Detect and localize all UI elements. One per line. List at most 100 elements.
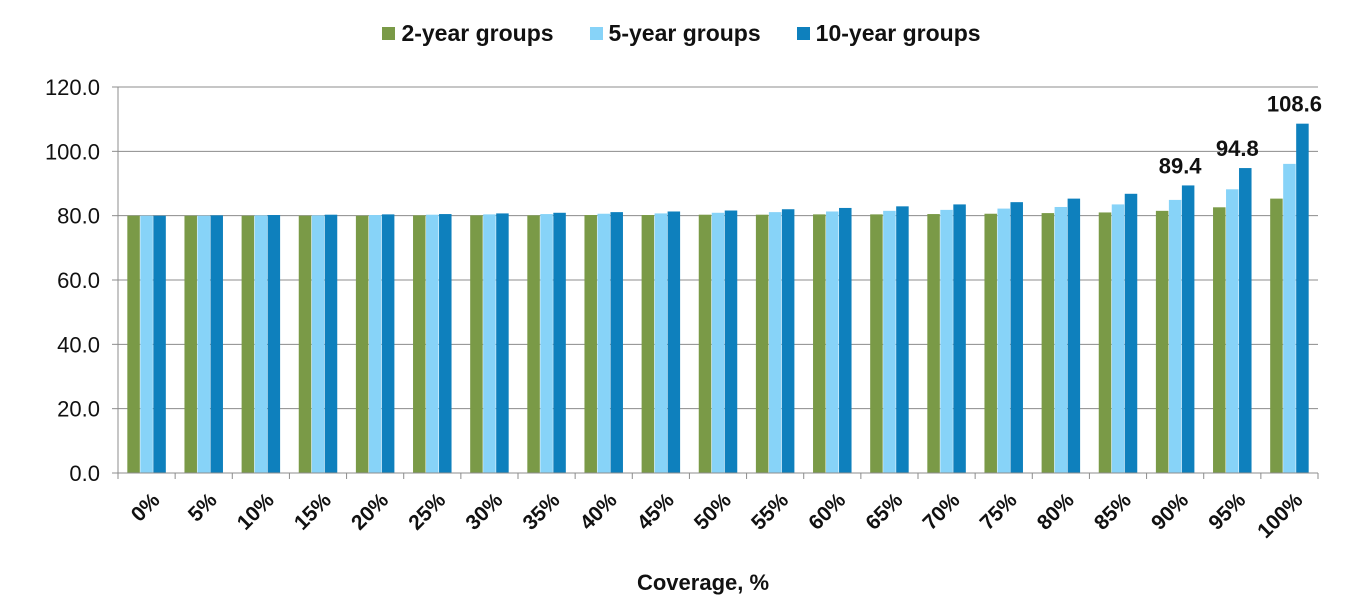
bar: [355, 215, 369, 473]
bar: [667, 211, 681, 474]
legend-swatch-10-year: [796, 27, 810, 40]
bar: [597, 213, 610, 473]
bar: [140, 215, 153, 473]
x-tick-label: 35%: [519, 488, 565, 534]
x-tick-label: 95%: [1204, 488, 1250, 534]
bar: [368, 215, 382, 474]
legend-swatch-2-year: [382, 27, 396, 40]
bar: [426, 214, 439, 473]
bar: [470, 215, 483, 473]
bar: [641, 215, 655, 474]
x-tick-label: 70%: [919, 488, 965, 534]
bar: [197, 215, 210, 473]
x-tick-label: 25%: [404, 488, 450, 534]
data-label: 108.6: [1267, 92, 1322, 117]
bar: [324, 214, 338, 473]
bar: [540, 214, 553, 473]
legend-label-10-year: 10-year groups: [815, 20, 981, 46]
x-tick-label: 100%: [1253, 488, 1307, 542]
x-tick-label: 0%: [127, 488, 165, 526]
x-tick-label: 45%: [633, 488, 679, 534]
x-tick-label: 75%: [976, 488, 1022, 534]
bar: [1213, 207, 1226, 473]
y-tick-label: 60.0: [57, 268, 100, 293]
bar: [654, 213, 668, 474]
bar: [254, 215, 268, 473]
bar: [553, 212, 566, 473]
bar: [210, 215, 223, 473]
bar: [439, 214, 452, 473]
x-tick-label: 55%: [747, 488, 793, 534]
data-label: 94.8: [1216, 136, 1259, 161]
y-tick-label: 40.0: [57, 332, 100, 357]
bar: [1067, 198, 1081, 473]
bar: [1226, 189, 1239, 474]
bar: [483, 214, 496, 473]
legend-label-5-year: 5-year groups: [608, 20, 761, 46]
bar: [1098, 212, 1112, 473]
bar: [711, 212, 725, 473]
legend-item-10-year: 10-year groups: [796, 20, 981, 47]
bar: [984, 213, 997, 473]
y-tick-label: 120.0: [45, 75, 100, 100]
bar: [241, 215, 255, 473]
x-tick-label: 20%: [347, 488, 393, 534]
bar: [1239, 168, 1252, 473]
bar: [755, 214, 769, 473]
bar: [927, 214, 940, 473]
bar: [1296, 123, 1309, 474]
bar: [1270, 198, 1283, 473]
bar: [1181, 185, 1195, 473]
bar: [610, 212, 623, 473]
bar: [1124, 193, 1138, 473]
legend-item-2-year: 2-year groups: [382, 20, 554, 47]
bar: [413, 215, 426, 473]
bar: [1111, 204, 1125, 474]
bars: [127, 123, 1309, 474]
x-axis-title: Coverage, %: [637, 570, 769, 595]
y-tick-label: 20.0: [57, 397, 100, 422]
bar: [1010, 202, 1023, 473]
x-tick-label: 90%: [1147, 488, 1193, 534]
x-tick-label: 10%: [233, 488, 279, 534]
bar: [870, 214, 883, 473]
x-tick-label: 60%: [804, 488, 850, 534]
bar: [839, 207, 852, 474]
x-tick-label: 50%: [690, 488, 736, 534]
bar: [997, 208, 1010, 473]
x-tick-label: 40%: [576, 488, 622, 534]
bar: [813, 214, 826, 473]
axes: [112, 86, 1319, 479]
x-tick-label: 15%: [290, 488, 336, 534]
bar: [496, 213, 509, 474]
y-tick-label: 80.0: [57, 204, 100, 229]
x-tick-label: 5%: [184, 488, 222, 526]
x-tick-label: 30%: [461, 488, 507, 534]
legend-label-2-year: 2-year groups: [401, 20, 554, 46]
bar: [1155, 210, 1169, 473]
bar: [584, 215, 597, 474]
data-label: 89.4: [1159, 153, 1203, 178]
bar: [1283, 163, 1296, 473]
bar: [940, 209, 953, 474]
bar: [953, 204, 966, 474]
legend-item-5-year: 5-year groups: [589, 20, 761, 47]
bar: [724, 210, 738, 473]
x-tick-label: 65%: [861, 488, 907, 534]
bar: [153, 215, 166, 473]
bar: [768, 212, 782, 473]
bar: [298, 215, 312, 473]
bar: [311, 215, 325, 473]
bar: [883, 210, 896, 473]
bar: [1041, 213, 1055, 474]
bar: [1054, 206, 1068, 473]
legend-swatch-5-year: [589, 27, 603, 40]
bar: [698, 214, 712, 473]
bar: [184, 215, 197, 473]
x-tick-label: 85%: [1090, 488, 1136, 534]
bar: [781, 209, 795, 473]
bar: [826, 211, 839, 474]
bar: [127, 215, 140, 473]
x-tick-label: 80%: [1033, 488, 1079, 534]
